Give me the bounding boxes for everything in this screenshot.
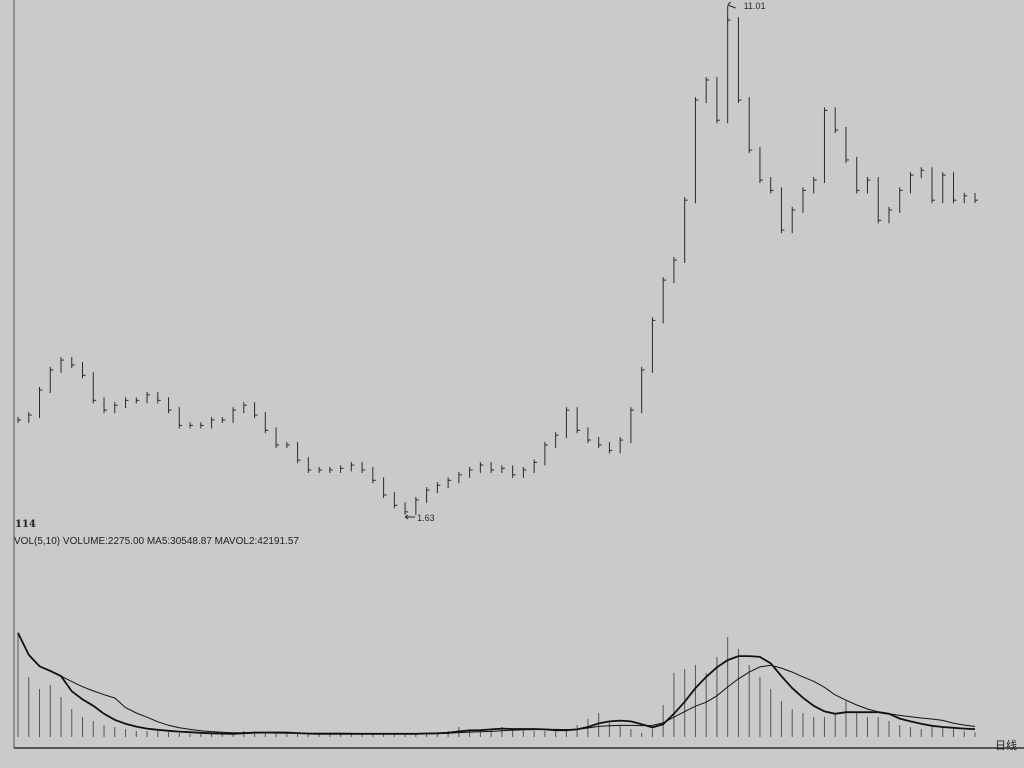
high-price-label: 11.01 <box>744 1 766 11</box>
volume-ma5-line <box>17 632 976 735</box>
bar-count-label: 114 <box>15 519 36 530</box>
volume-indicator-header: VOL(5,10) VOLUME:2275.00 MA5:30548.87 MA… <box>14 536 299 547</box>
high-arrow-icon <box>727 1 736 9</box>
volume-ma10-line <box>17 632 976 735</box>
period-label: 日线 <box>995 740 1017 752</box>
low-arrow-icon <box>404 514 416 520</box>
low-price-label: 1.63 <box>417 513 435 523</box>
